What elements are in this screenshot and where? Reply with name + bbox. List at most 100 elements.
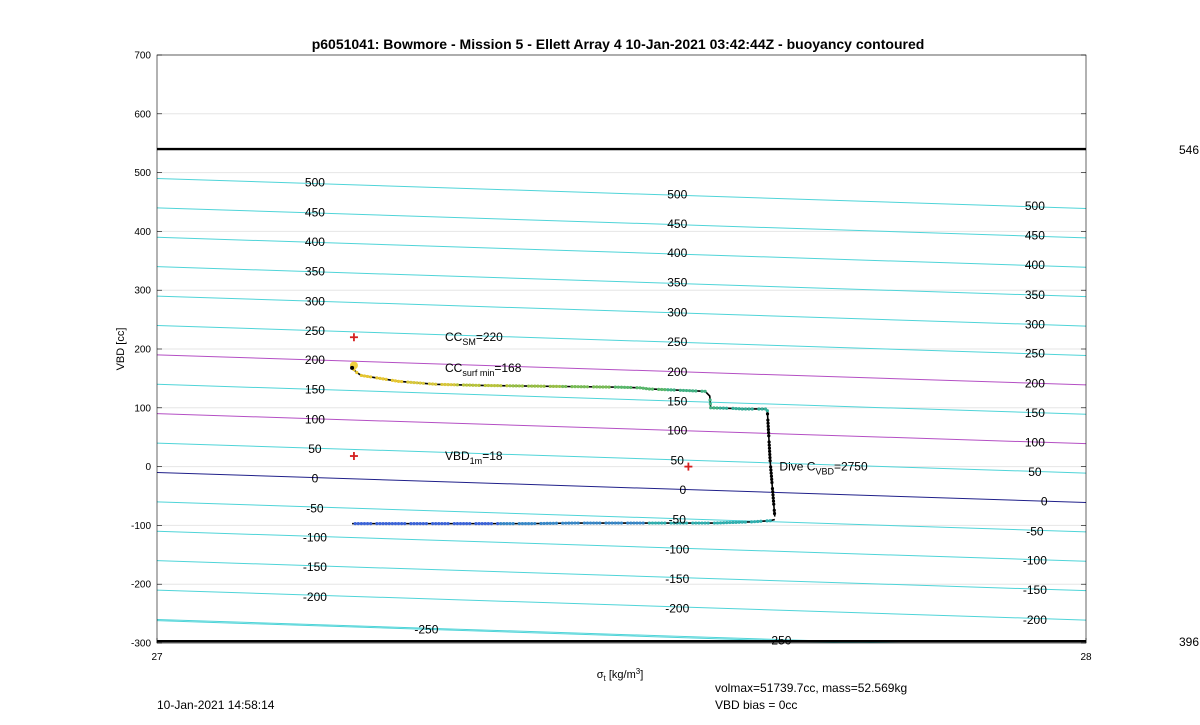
series-point bbox=[632, 521, 636, 525]
series-point bbox=[393, 379, 398, 383]
series-point bbox=[353, 522, 357, 526]
series-point bbox=[576, 521, 580, 525]
series-point bbox=[740, 520, 744, 524]
annotation-sub: VBD bbox=[815, 467, 834, 477]
series-point bbox=[708, 398, 712, 402]
contour-label: 400 bbox=[1025, 258, 1045, 272]
series-point bbox=[486, 383, 490, 388]
series-point bbox=[768, 455, 772, 460]
series-point bbox=[468, 383, 472, 387]
contour-label: 300 bbox=[305, 294, 325, 308]
series-point bbox=[437, 522, 441, 526]
series-point bbox=[607, 521, 611, 525]
contour-label: -100 bbox=[303, 531, 327, 545]
series-point bbox=[461, 522, 466, 526]
series-point bbox=[619, 385, 624, 389]
series-point bbox=[769, 474, 774, 478]
series-point bbox=[393, 522, 398, 526]
contour-line bbox=[157, 560, 1086, 592]
series-point bbox=[769, 468, 773, 472]
series-point bbox=[740, 407, 744, 411]
series-point bbox=[533, 521, 537, 526]
contour-label: 500 bbox=[1025, 199, 1045, 213]
series-point bbox=[753, 520, 757, 524]
contour-line bbox=[157, 501, 1086, 533]
series-point bbox=[585, 385, 590, 389]
series-point bbox=[772, 502, 776, 506]
series-point bbox=[616, 521, 621, 525]
footer-vbd-bias: VBD bias = 0cc bbox=[715, 698, 798, 712]
series-point bbox=[496, 522, 500, 526]
contour-label: 300 bbox=[667, 306, 687, 320]
y-tick-label: 500 bbox=[134, 168, 151, 179]
series-point bbox=[660, 521, 664, 525]
contour-line bbox=[157, 620, 865, 643]
annotation: VBD1m=18 bbox=[445, 449, 503, 466]
contour-line bbox=[157, 324, 1086, 356]
series-point bbox=[440, 522, 444, 526]
contour-label: 50 bbox=[671, 454, 685, 468]
contour-label: 450 bbox=[1025, 229, 1045, 243]
series-point bbox=[362, 522, 367, 526]
series-point bbox=[715, 406, 719, 410]
series-point bbox=[517, 384, 521, 388]
series-point bbox=[576, 385, 580, 389]
series-point bbox=[415, 381, 419, 385]
series-point bbox=[641, 521, 645, 525]
series-point bbox=[678, 521, 682, 525]
series-point bbox=[757, 407, 761, 411]
series-point bbox=[700, 521, 704, 525]
series-point bbox=[691, 521, 695, 525]
series-point bbox=[505, 522, 509, 526]
series-point bbox=[629, 385, 633, 390]
y-tick-label: 200 bbox=[134, 345, 151, 356]
series-point bbox=[650, 387, 655, 391]
annotation-sub: 1m bbox=[470, 456, 483, 466]
annotation-sub: SM bbox=[462, 337, 476, 347]
series-point bbox=[731, 520, 735, 525]
series-point bbox=[616, 385, 621, 389]
series-point bbox=[766, 418, 770, 422]
series-point bbox=[725, 521, 729, 525]
series-point bbox=[396, 522, 401, 526]
series-point bbox=[756, 519, 760, 524]
contour-label: 350 bbox=[1025, 288, 1045, 302]
series-point bbox=[384, 522, 388, 526]
series-point bbox=[770, 477, 774, 481]
x-axis-label-sup: 3 bbox=[636, 667, 641, 676]
series-point bbox=[412, 380, 416, 385]
contour-label: 450 bbox=[305, 206, 325, 220]
series-point bbox=[613, 385, 617, 389]
series-point bbox=[737, 407, 741, 411]
series-point bbox=[579, 385, 583, 389]
markers bbox=[349, 333, 693, 471]
series-point bbox=[403, 522, 407, 526]
series-point bbox=[533, 384, 537, 388]
series-point bbox=[434, 382, 438, 386]
series-point bbox=[629, 521, 633, 525]
series-point bbox=[660, 387, 664, 392]
series-point bbox=[666, 388, 670, 392]
series-point bbox=[700, 389, 704, 393]
contour-label: 300 bbox=[1025, 317, 1045, 331]
x-axis-label-close: ] bbox=[640, 669, 643, 681]
contour-label: 0 bbox=[1041, 494, 1048, 508]
series-point bbox=[635, 386, 639, 390]
contour-label: 100 bbox=[305, 413, 325, 427]
series-point bbox=[474, 522, 478, 526]
series-point bbox=[765, 412, 770, 416]
series-point bbox=[458, 522, 463, 526]
series-point bbox=[548, 384, 552, 388]
series-point bbox=[362, 374, 367, 378]
series-point bbox=[554, 521, 559, 525]
contour-label: 200 bbox=[1025, 377, 1045, 391]
series-point bbox=[747, 407, 751, 411]
series-point bbox=[536, 384, 540, 388]
series-point bbox=[766, 424, 770, 428]
series-point bbox=[421, 381, 425, 385]
series-point bbox=[684, 388, 689, 393]
series-point bbox=[657, 521, 661, 525]
series-point bbox=[561, 384, 565, 389]
series-point bbox=[502, 522, 506, 526]
contour-line bbox=[157, 177, 1086, 209]
